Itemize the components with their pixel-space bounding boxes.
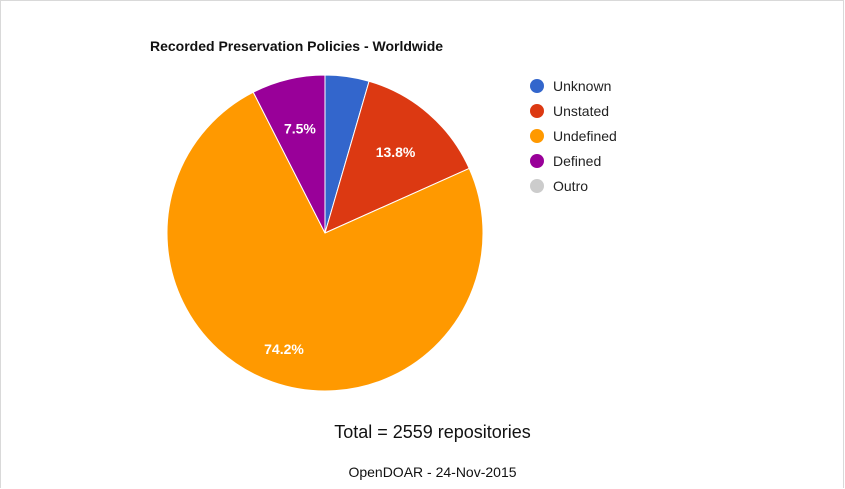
legend-label-undefined: Undefined — [553, 128, 617, 144]
chart-legend: Unknown Unstated Undefined Defined Outro — [530, 78, 617, 194]
legend-label-unknown: Unknown — [553, 78, 611, 94]
legend-swatch-unstated — [530, 104, 544, 118]
pie-slice-unstated — [324, 80, 470, 234]
legend-swatch-unknown — [530, 79, 544, 93]
pie-slices — [166, 74, 484, 392]
slice-label-undefined: 74.2% — [264, 341, 304, 357]
legend-swatch-outro — [530, 179, 544, 193]
slice-labels: 13.8% 74.2% 7.5% — [264, 121, 416, 358]
source-note: OpenDOAR - 24-Nov-2015 — [348, 464, 517, 480]
slice-label-defined: 7.5% — [284, 121, 316, 137]
legend-label-unstated: Unstated — [553, 103, 609, 119]
legend-label-outro: Outro — [553, 178, 588, 194]
pie-slice-undefined — [166, 91, 484, 392]
chart-title: Recorded Preservation Policies - Worldwi… — [150, 38, 443, 54]
pie-slice-defined — [252, 74, 326, 234]
total-repositories: Total = 2559 repositories — [334, 422, 531, 442]
slice-label-unstated: 13.8% — [376, 144, 416, 160]
legend-label-defined: Defined — [553, 153, 601, 169]
legend-swatch-undefined — [530, 129, 544, 143]
legend-swatch-defined — [530, 154, 544, 168]
